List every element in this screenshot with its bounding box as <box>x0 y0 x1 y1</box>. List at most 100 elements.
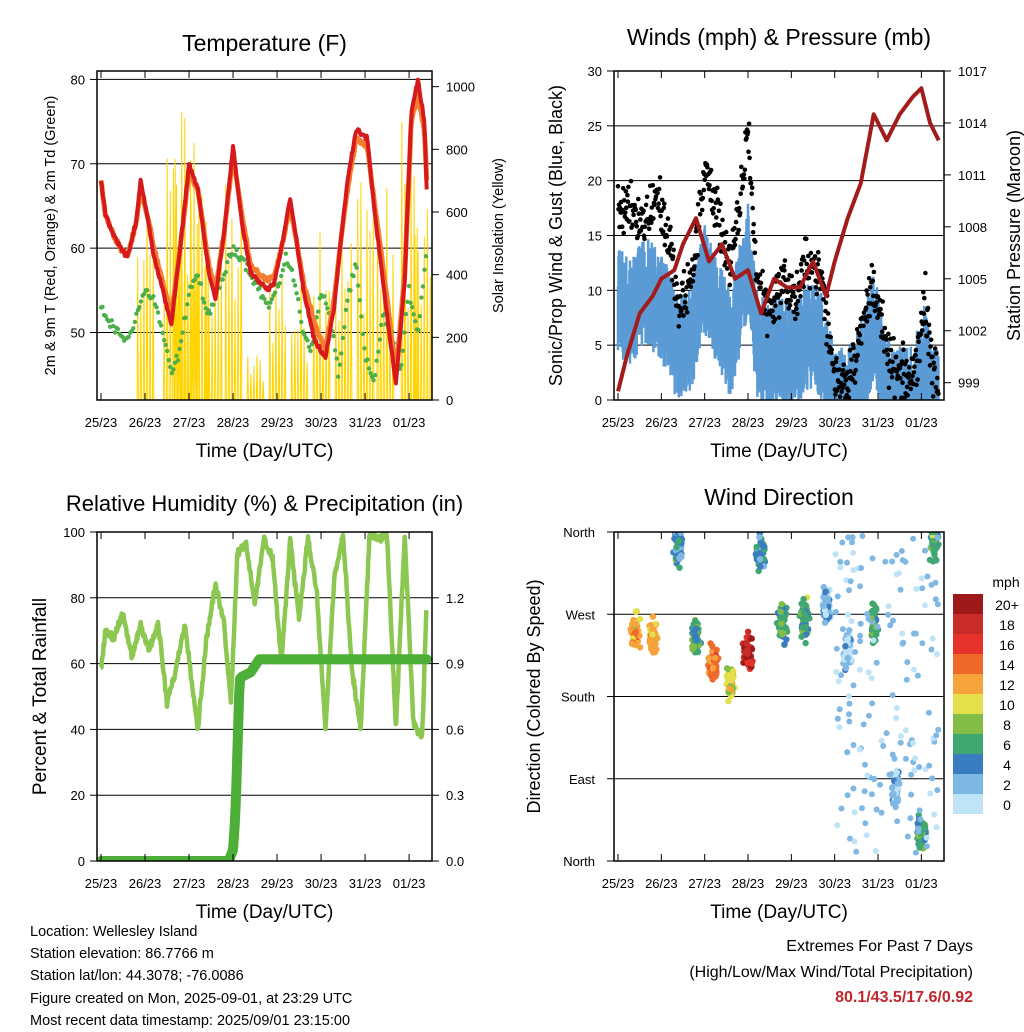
x-tick-label: 25/23 <box>85 876 118 891</box>
series-gust-point <box>826 321 831 327</box>
wind-direction-point <box>632 620 639 628</box>
x-tick-label: 28/23 <box>732 876 765 891</box>
series-gust-point <box>638 217 643 222</box>
wind-direction-point <box>673 544 680 551</box>
series-dewpoint-point <box>175 358 181 363</box>
series-dewpoint-point <box>342 325 347 330</box>
series-gust-point <box>705 165 710 170</box>
wind-direction-point <box>705 654 712 662</box>
series-gust-point <box>821 297 826 302</box>
series-relative-humidity <box>99 532 429 740</box>
wind-direction-point <box>691 643 698 651</box>
series-gust-point <box>757 272 763 277</box>
series-gust-point <box>801 258 807 263</box>
wind-direction-point <box>726 685 733 692</box>
series-gust-point <box>723 229 729 235</box>
series-gust-point <box>861 323 866 329</box>
y-tick-label: South <box>561 690 595 705</box>
wind-direction-point <box>653 646 660 653</box>
series-gust-point <box>851 345 856 351</box>
wind-direction-point <box>832 551 839 558</box>
series-gust-point <box>699 207 705 213</box>
series-dewpoint-point <box>376 349 381 354</box>
x-tick-label: 01/23 <box>393 415 426 430</box>
series-gust-point <box>815 250 821 255</box>
wind-direction-point <box>820 602 828 610</box>
series-gust-point <box>702 177 708 182</box>
series-gust-point <box>825 311 831 316</box>
wind-direction-point <box>898 548 905 554</box>
wind-direction-point <box>932 579 939 586</box>
series-gust-point <box>772 317 778 322</box>
series-dewpoint-point <box>332 348 338 353</box>
series-gust-point <box>737 210 743 216</box>
plot-frame <box>613 531 945 862</box>
series-gust-point <box>865 292 870 297</box>
series-gust-point <box>852 380 858 385</box>
y-axis-label: Percent & Total Rainfall <box>30 598 51 795</box>
wind-direction-point <box>649 625 656 632</box>
wind-direction-point <box>869 600 876 607</box>
series-gust-point <box>930 394 936 399</box>
series-dewpoint-point <box>340 335 345 341</box>
wind-direction-point <box>893 551 900 558</box>
wind-direction-point <box>890 617 896 624</box>
series-dewpoint-point <box>268 300 273 305</box>
series-gust-point <box>918 332 923 337</box>
wind-direction-point <box>908 771 915 778</box>
series-gust-point <box>906 371 911 377</box>
series-gust-point <box>683 305 689 311</box>
series-gust-point <box>904 384 910 390</box>
series-gust-point <box>701 187 707 193</box>
wind-direction-point <box>836 724 843 731</box>
series-gust-point <box>715 185 720 191</box>
series-dewpoint-point <box>302 332 307 337</box>
wind-direction-point <box>781 641 788 648</box>
wind-direction-point <box>846 711 852 718</box>
wind-direction-point <box>889 692 896 699</box>
series-gust-point <box>867 285 873 290</box>
series-dewpoint-point <box>145 288 150 293</box>
y-tick-label: 100 <box>63 525 85 540</box>
wind-direction-point <box>713 670 720 678</box>
y-tick-label: 80 <box>71 72 85 87</box>
series-dewpoint-point <box>377 337 382 342</box>
series-dewpoint-point <box>403 311 409 317</box>
figure-created: Figure created on Mon, 2025-09-01, at 23… <box>30 990 353 1007</box>
series-gust-point <box>848 369 853 374</box>
series-gust-point <box>846 388 851 393</box>
series-gust-point <box>713 189 718 195</box>
series-dewpoint-point <box>417 314 423 319</box>
series-gust-point <box>621 198 627 203</box>
series-gust-point <box>697 212 703 217</box>
series-gust-point <box>917 358 922 364</box>
wind-direction-point <box>889 558 896 565</box>
y-axis-label: Sonic/Prop Wind & Gust (Blue, Black) <box>546 85 566 386</box>
y-tick-label-right: 200 <box>446 330 468 345</box>
series-gust-point <box>742 167 748 173</box>
series-gust-point <box>849 357 854 362</box>
series-gust-point <box>900 380 905 386</box>
wind-direction-point <box>902 727 909 734</box>
wind-direction-point <box>839 626 846 633</box>
wind-direction-point <box>899 630 906 637</box>
series-gust-point <box>932 365 937 370</box>
series-gust-point <box>685 262 690 267</box>
series-gust-point <box>872 308 878 314</box>
wind-direction-point <box>846 835 853 842</box>
series-dewpoint-point <box>174 353 179 358</box>
series-gust-point <box>804 236 809 242</box>
wind-direction-point <box>873 659 880 666</box>
series-gust-point <box>871 269 877 275</box>
x-tick-label: 27/23 <box>688 876 721 891</box>
y-tick-label: 80 <box>71 591 85 606</box>
series-gust-point <box>649 220 654 225</box>
plot-area <box>614 71 944 400</box>
series-gust-point <box>840 368 846 373</box>
wind-direction-point <box>632 608 640 615</box>
wind-direction-point <box>833 668 840 675</box>
extremes-values: 80.1/43.5/17.6/0.92 <box>835 989 973 1006</box>
series-gust-point <box>901 347 906 353</box>
wind-direction-point <box>885 611 892 618</box>
wind-direction-point <box>846 700 853 707</box>
